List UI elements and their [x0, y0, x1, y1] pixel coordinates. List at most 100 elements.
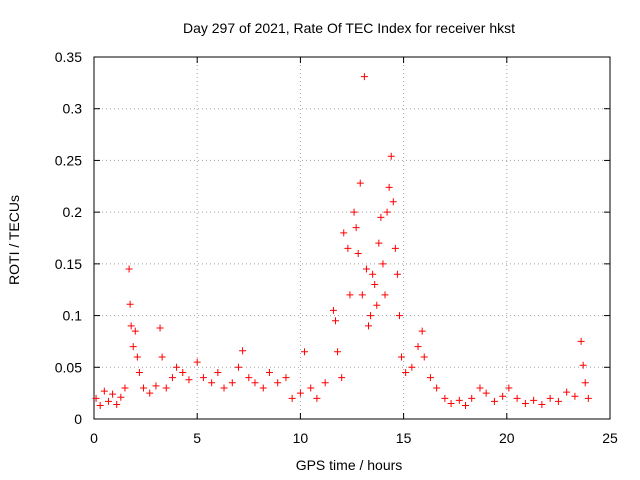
- y-tick-label: 0.15: [55, 256, 82, 272]
- data-point: [117, 393, 125, 401]
- data-point: [433, 384, 441, 392]
- y-tick-label: 0.35: [55, 49, 82, 65]
- data-point: [538, 401, 546, 409]
- data-point: [389, 198, 397, 206]
- data-point: [381, 291, 389, 299]
- data-point: [321, 379, 329, 387]
- data-point: [162, 384, 170, 392]
- y-tick-label: 0.2: [63, 204, 83, 220]
- data-point: [340, 229, 348, 237]
- data-point: [402, 368, 410, 376]
- data-point: [530, 396, 538, 404]
- x-tick-label: 15: [396, 430, 412, 446]
- data-point: [360, 73, 368, 81]
- x-tick-label: 5: [193, 430, 201, 446]
- data-point: [131, 327, 139, 335]
- data-point: [234, 363, 242, 371]
- data-point: [301, 348, 309, 356]
- data-point: [367, 312, 375, 320]
- x-tick-label: 25: [602, 430, 618, 446]
- data-point: [126, 300, 134, 308]
- data-point: [358, 291, 366, 299]
- y-tick-label: 0: [74, 411, 82, 427]
- data-point: [121, 384, 129, 392]
- data-point: [346, 291, 354, 299]
- data-point: [462, 402, 470, 410]
- data-point: [100, 387, 108, 395]
- data-point: [245, 374, 253, 382]
- data-point: [387, 152, 395, 160]
- data-point: [133, 353, 141, 361]
- y-axis-label: ROTI / TECUs: [6, 195, 22, 285]
- data-point: [135, 368, 143, 376]
- data-point: [369, 270, 377, 278]
- plot-frame: [93, 56, 611, 420]
- data-point: [259, 384, 267, 392]
- data-point: [391, 244, 399, 252]
- data-point: [168, 374, 176, 382]
- data-point: [228, 379, 236, 387]
- data-point: [296, 389, 304, 397]
- data-point: [265, 368, 273, 376]
- data-point: [393, 270, 401, 278]
- data-point: [375, 239, 383, 247]
- data-point: [398, 353, 406, 361]
- data-point: [113, 401, 121, 409]
- data-point: [499, 392, 507, 400]
- data-point: [521, 399, 529, 407]
- x-tick-label: 0: [90, 430, 98, 446]
- data-point: [408, 363, 416, 371]
- data-point: [379, 260, 387, 268]
- data-point: [383, 208, 391, 216]
- data-point: [546, 394, 554, 402]
- data-point: [385, 183, 393, 191]
- x-tick-label: 20: [499, 430, 515, 446]
- data-point: [127, 322, 135, 330]
- data-point: [377, 213, 385, 221]
- data-point: [331, 317, 339, 325]
- data-point: [350, 208, 358, 216]
- data-point: [577, 337, 585, 345]
- data-point: [356, 179, 364, 187]
- data-point: [179, 368, 187, 376]
- data-point: [92, 394, 100, 402]
- data-point: [338, 374, 346, 382]
- data-point: [313, 394, 321, 402]
- data-point: [441, 394, 449, 402]
- data-point: [334, 348, 342, 356]
- y-tick-label: 0.3: [63, 101, 83, 117]
- data-point: [173, 363, 181, 371]
- data-point: [214, 368, 222, 376]
- data-point: [307, 384, 315, 392]
- x-tick-label: 10: [293, 430, 309, 446]
- data-point: [158, 353, 166, 361]
- data-point: [579, 361, 587, 369]
- chart-title: Day 297 of 2021, Rate Of TEC Index for r…: [183, 20, 515, 36]
- data-point: [251, 379, 259, 387]
- data-point: [426, 374, 434, 382]
- data-point: [129, 343, 137, 351]
- data-point: [146, 389, 154, 397]
- x-axis-label: GPS time / hours: [296, 457, 403, 473]
- data-point: [581, 379, 589, 387]
- data-point: [490, 397, 498, 405]
- data-point: [156, 324, 164, 332]
- data-point: [584, 394, 592, 402]
- grid-lines: [94, 57, 610, 419]
- data-point: [371, 281, 379, 289]
- data-point: [239, 347, 247, 355]
- data-point: [571, 392, 579, 400]
- data-point: [220, 384, 228, 392]
- data-point: [505, 384, 513, 392]
- data-point: [288, 394, 296, 402]
- data-point: [418, 327, 426, 335]
- y-tick-label: 0.25: [55, 152, 82, 168]
- data-point: [125, 265, 133, 273]
- data-point: [109, 390, 117, 398]
- data-point: [563, 388, 571, 396]
- data-point: [140, 384, 148, 392]
- data-point: [420, 353, 428, 361]
- data-point: [96, 402, 104, 410]
- data-point: [513, 394, 521, 402]
- axis-ticks: 0 5 10 15 20 25 0 0.05 0.1 0.15 0.2 0.25 0.3 0.35: [55, 49, 618, 446]
